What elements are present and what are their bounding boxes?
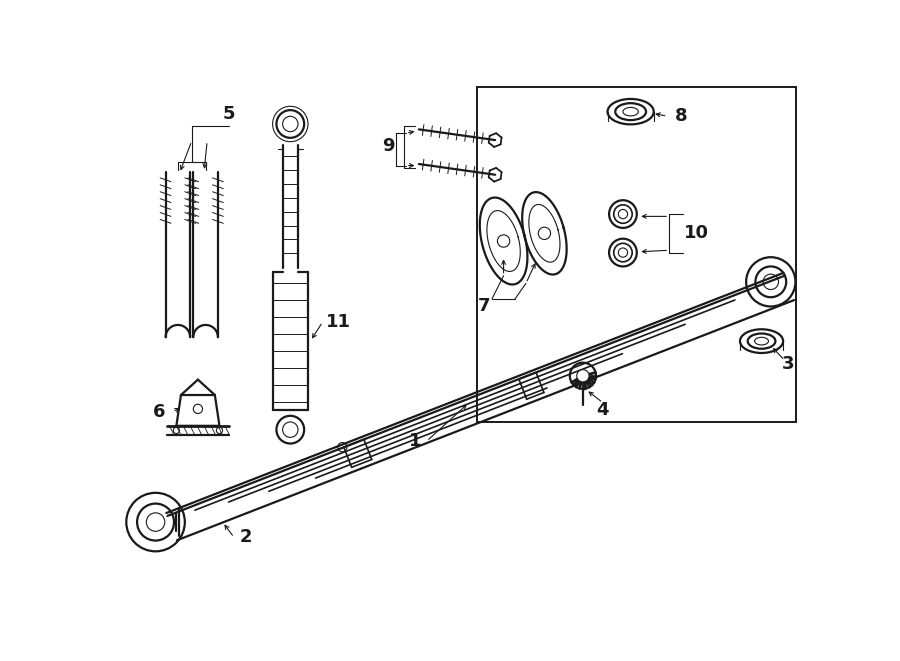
Text: 9: 9 (382, 137, 394, 155)
Text: 2: 2 (239, 529, 252, 547)
Text: 6: 6 (153, 403, 166, 421)
Text: 8: 8 (674, 107, 687, 126)
Text: 1: 1 (409, 432, 421, 450)
Text: 10: 10 (684, 224, 708, 243)
Text: 4: 4 (597, 401, 609, 420)
Text: 3: 3 (782, 355, 795, 373)
Text: 5: 5 (222, 105, 235, 123)
Text: 11: 11 (326, 313, 351, 331)
Circle shape (577, 369, 590, 382)
Bar (477, 87, 796, 422)
Text: 7: 7 (478, 297, 491, 315)
